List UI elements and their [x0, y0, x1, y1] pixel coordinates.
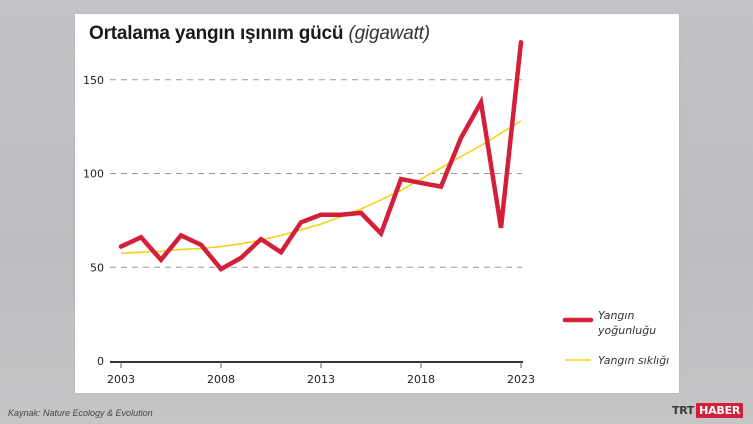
series-frequency-line	[120, 120, 522, 254]
y-tick-label: 0	[97, 355, 104, 368]
x-tick-label: 2003	[107, 373, 135, 386]
y-axis-labels: 0 50 100 150	[83, 74, 104, 368]
y-tick-label: 50	[90, 261, 104, 274]
chart-title: Ortalama yangın ışınım gücü (gigawatt)	[89, 23, 430, 45]
y-tick-label: 100	[83, 168, 104, 181]
legend-frequency-label: Yangın sıklığı	[598, 354, 669, 367]
x-axis: 2003 2008 2013 2018 2023	[107, 361, 535, 386]
x-tick-label: 2023	[507, 373, 535, 386]
legend-intensity-label-1: Yangın	[598, 309, 634, 322]
x-tick-label: 2013	[307, 373, 335, 386]
logo-haber: HABER	[696, 403, 744, 418]
y-tick-label: 150	[83, 74, 104, 87]
chart-title-unit: (gigawatt)	[348, 23, 430, 44]
trt-haber-logo: TRT HABER	[672, 403, 744, 418]
x-tick-label: 2018	[407, 373, 435, 386]
legend: Yangın yoğunluğu Yangın sıklığı	[562, 309, 669, 367]
gridlines	[110, 79, 522, 268]
chart-card	[75, 14, 679, 393]
legend-intensity-label-2: yoğunluğu	[597, 324, 656, 337]
logo-trt: TRT	[672, 404, 695, 417]
chart-title-main: Ortalama yangın ışınım gücü	[89, 23, 344, 44]
series-intensity-line	[118, 40, 524, 272]
source-caption: Kaynak: Nature Ecology & Evolution	[8, 408, 153, 418]
x-tick-label: 2008	[207, 373, 235, 386]
